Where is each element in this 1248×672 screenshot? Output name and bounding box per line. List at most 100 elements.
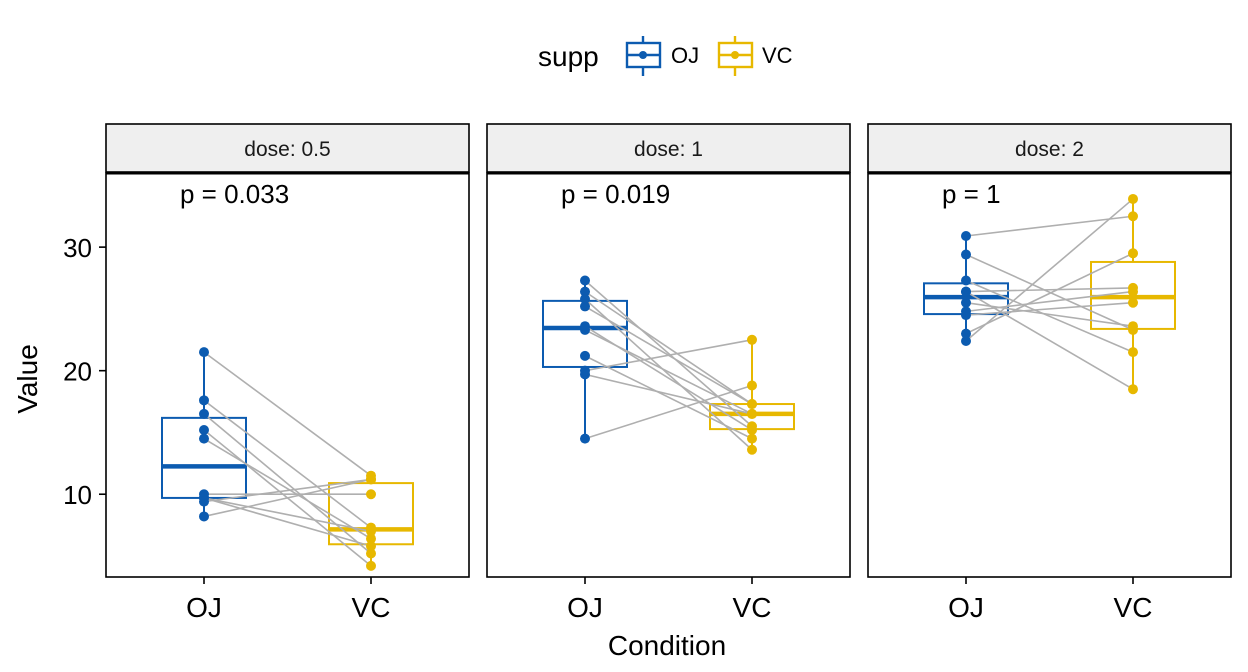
data-point-vc	[1128, 324, 1138, 335]
data-point-vc	[1128, 297, 1138, 308]
data-point-oj	[199, 424, 209, 435]
panel-border	[867, 172, 1232, 578]
data-point-oj	[580, 350, 590, 361]
data-point-oj	[199, 433, 209, 444]
data-point-oj	[199, 395, 209, 406]
y-tick-label: 10	[63, 480, 92, 510]
facet-panel: dose: 1 p = 0.019 OJ VC	[486, 123, 851, 623]
paired-line	[965, 252, 1134, 335]
paired-line	[203, 399, 372, 529]
facet-panel: dose: 0.5 p = 0.033 OJ VC	[105, 123, 470, 623]
data-point-vc	[1128, 248, 1138, 259]
data-point-vc	[366, 533, 376, 544]
data-point-vc	[747, 408, 757, 419]
paired-line	[965, 215, 1134, 237]
data-point-oj	[961, 297, 971, 308]
paired-line	[203, 497, 372, 533]
data-point-vc	[747, 421, 757, 432]
data-point-oj	[961, 336, 971, 347]
data-point-oj	[580, 275, 590, 286]
data-point-oj	[199, 347, 209, 358]
paired-line	[965, 279, 1134, 353]
data-point-oj	[961, 328, 971, 339]
data-point-vc	[747, 444, 757, 455]
facet-strip	[105, 123, 470, 173]
legend: supp OJ VC	[538, 36, 793, 76]
paired-line	[965, 290, 1134, 313]
facet-strip-label: dose: 2	[1015, 138, 1084, 161]
data-point-oj	[961, 231, 971, 242]
paired-line	[203, 478, 372, 503]
paired-line	[584, 290, 753, 405]
data-point-vc	[747, 380, 757, 391]
data-point-vc	[366, 541, 376, 552]
legend-label-oj: OJ	[671, 43, 699, 68]
data-point-oj	[961, 286, 971, 297]
legend-key-oj	[625, 36, 662, 76]
paired-line	[584, 279, 753, 427]
data-point-vc	[1128, 282, 1138, 293]
paired-line	[965, 301, 1134, 327]
x-tick-label: VC	[352, 592, 391, 623]
paired-line	[965, 198, 1134, 342]
facet-strip	[486, 123, 851, 173]
p-value-label: p = 1	[942, 179, 1001, 209]
data-point-vc	[366, 489, 376, 500]
y-axis: 10 20 30 Value	[12, 233, 106, 510]
data-point-vc	[747, 334, 757, 345]
paired-line	[584, 355, 753, 440]
facet-strip-label: dose: 0.5	[244, 138, 330, 161]
data-point-vc	[366, 474, 376, 485]
paired-line	[203, 497, 372, 547]
legend-label-vc: VC	[762, 43, 793, 68]
facet-strip	[867, 123, 1232, 173]
x-axis-label: Condition	[608, 630, 726, 661]
data-point-oj	[580, 433, 590, 444]
data-point-vc	[1128, 384, 1138, 395]
data-point-vc	[366, 560, 376, 571]
data-point-vc	[1128, 211, 1138, 222]
data-point-oj	[580, 365, 590, 376]
facet-strip-label: dose: 1	[634, 138, 703, 161]
y-tick-group: 10 20 30	[63, 233, 106, 510]
p-value-label: p = 0.033	[180, 179, 289, 209]
data-point-oj	[199, 408, 209, 419]
p-value-label: p = 0.019	[561, 179, 670, 209]
paired-line	[584, 305, 753, 405]
x-tick-label: VC	[1114, 592, 1153, 623]
y-tick-label: 20	[63, 357, 92, 387]
data-point-oj	[580, 294, 590, 305]
x-tick-label: OJ	[567, 592, 603, 623]
paired-line	[965, 301, 1134, 316]
data-point-oj	[580, 321, 590, 332]
legend-key-vc	[717, 36, 754, 76]
panel-border	[105, 172, 470, 578]
data-point-vc	[366, 526, 376, 537]
data-point-oj	[961, 275, 971, 286]
data-point-oj	[199, 492, 209, 503]
paired-line	[203, 351, 372, 477]
data-point-oj	[961, 306, 971, 317]
x-tick-label: VC	[733, 592, 772, 623]
paired-line	[203, 413, 372, 555]
data-point-vc	[747, 399, 757, 410]
paired-line	[203, 437, 372, 540]
data-point-oj	[961, 249, 971, 260]
data-point-oj	[199, 511, 209, 522]
paired-line	[584, 325, 753, 431]
x-tick-label: OJ	[186, 592, 222, 623]
data-point-vc	[366, 548, 376, 559]
legend-title: supp	[538, 41, 599, 72]
paired-line	[965, 253, 1134, 331]
data-point-oj	[580, 301, 590, 312]
data-point-oj	[580, 286, 590, 297]
paired-line	[203, 478, 372, 518]
data-point-vc	[747, 433, 757, 444]
facet-panel: dose: 2 p = 1 OJ VC	[867, 123, 1232, 623]
paired-line	[584, 373, 753, 415]
facet-panels: dose: 0.5 p = 0.033 OJ VC dose: 1 p = 0.019 OJ…	[105, 123, 1232, 623]
paired-line	[965, 287, 1134, 293]
paired-line	[584, 384, 753, 440]
x-tick-label: OJ	[948, 592, 984, 623]
